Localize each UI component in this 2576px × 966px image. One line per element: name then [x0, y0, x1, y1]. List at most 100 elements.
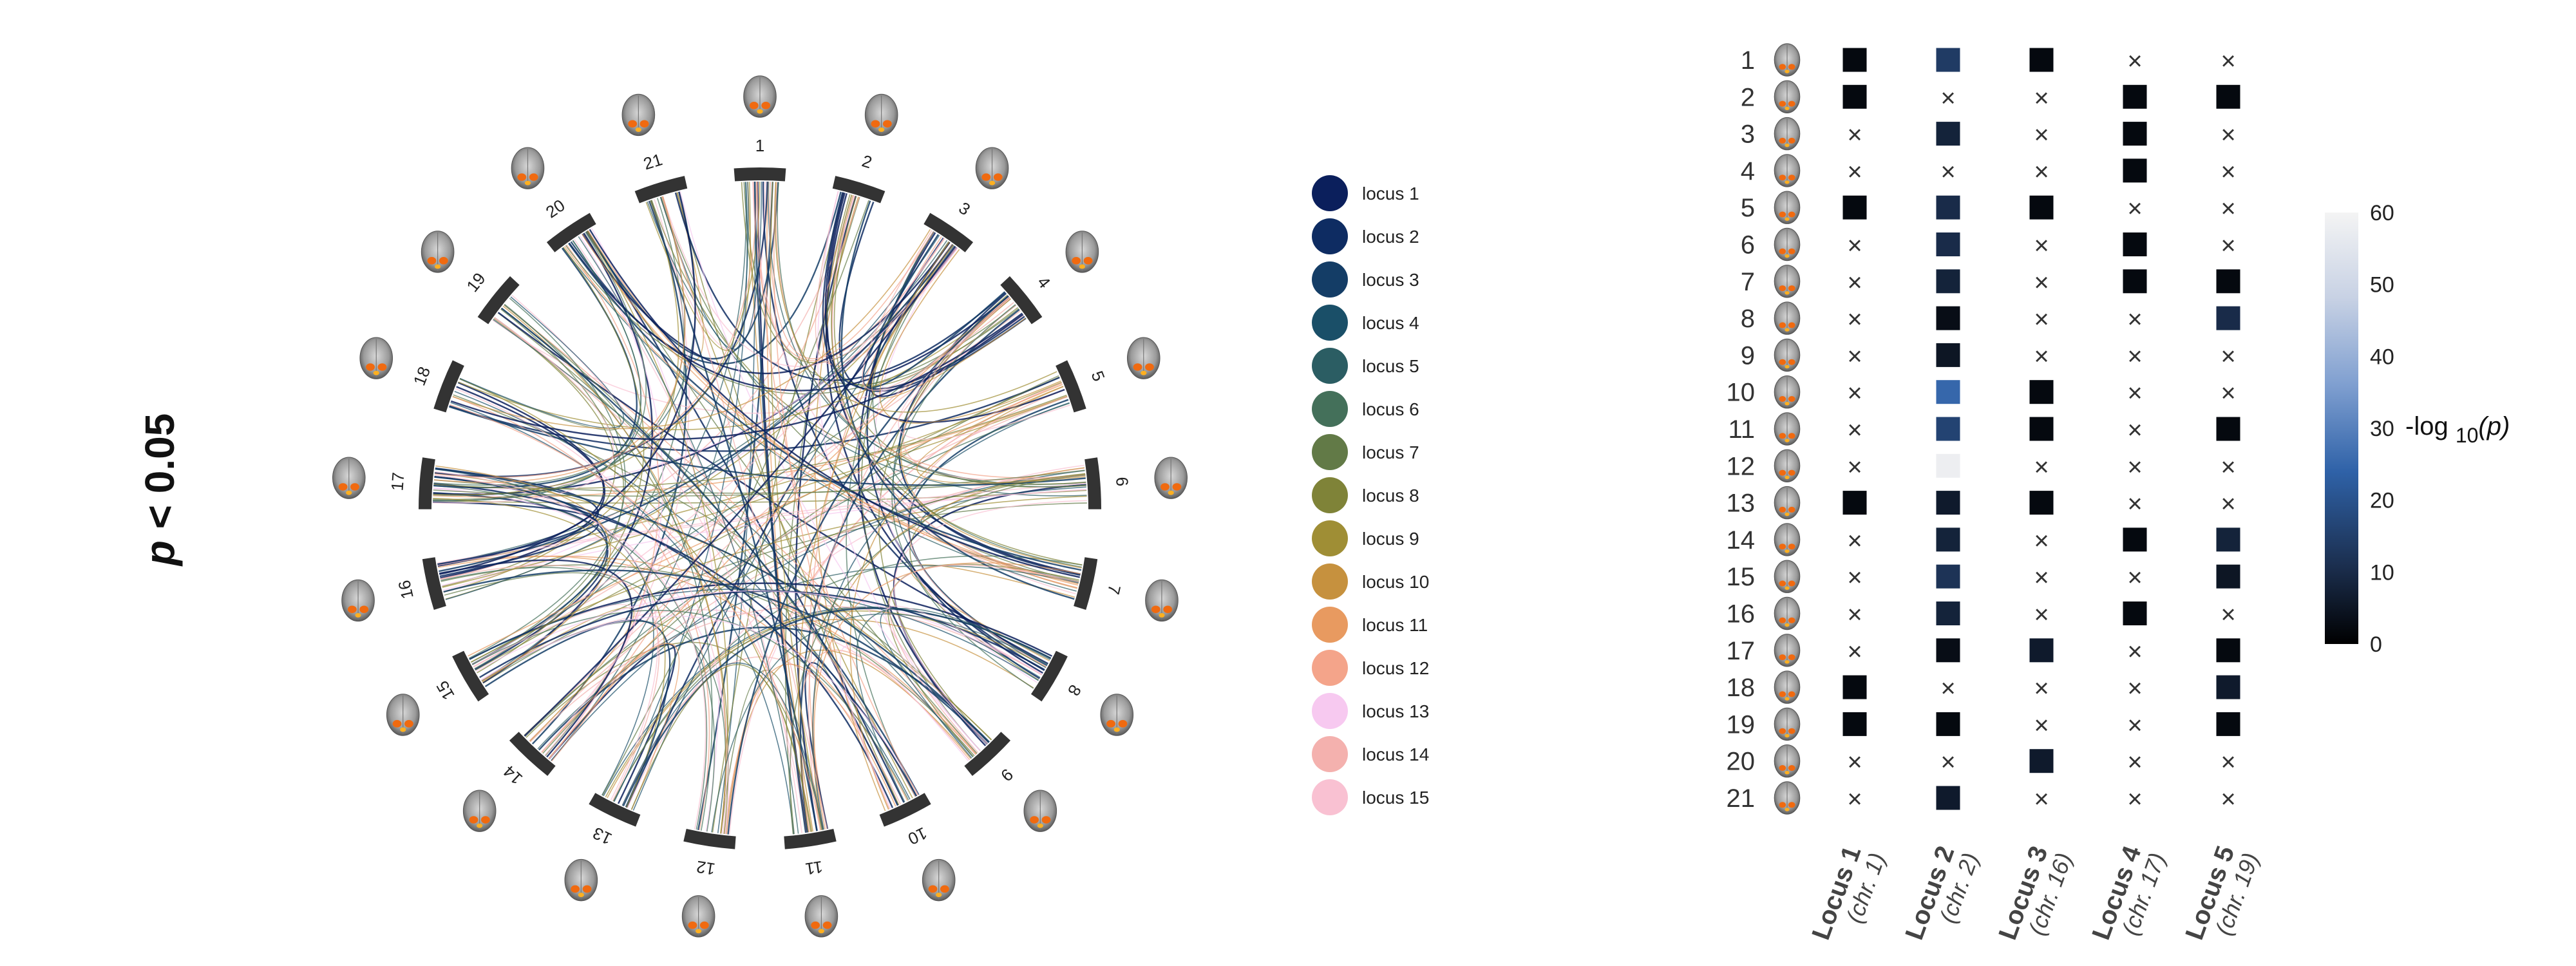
legend-item: locus 13	[1312, 693, 1429, 729]
heatmap-cell	[2216, 84, 2240, 109]
heatmap-missing-marker: ×	[2221, 601, 2235, 629]
heatmap-cell	[2216, 638, 2240, 663]
heatmap-missing-marker: ×	[2221, 47, 2235, 75]
heatmap-missing-marker: ×	[2127, 638, 2142, 666]
chord-arc-8	[1030, 650, 1068, 702]
heatmap-missing-marker: ×	[1940, 748, 1955, 777]
heatmap-missing-marker: ×	[1847, 638, 1862, 666]
chord-link	[775, 182, 1086, 478]
chord-link	[891, 304, 1034, 689]
legend-label: locus 5	[1362, 356, 1419, 376]
brain-thumbnail-icon	[1774, 338, 1801, 372]
heatmap-row-label: 4	[1741, 157, 1755, 185]
heatmap-missing-marker: ×	[2034, 601, 2049, 629]
heatmap-missing-marker: ×	[2221, 158, 2235, 186]
chord-link	[449, 377, 1060, 452]
chord-link	[549, 235, 663, 760]
heatmap-missing-marker: ×	[2221, 342, 2235, 370]
brain-thumbnail-icon	[1154, 457, 1188, 499]
chord-link	[862, 230, 1014, 391]
colorbar-label: -log 10(p)	[2405, 412, 2510, 447]
legend-label: locus 9	[1362, 529, 1419, 549]
chord-arc-1	[734, 167, 786, 182]
legend-item: locus 15	[1312, 779, 1429, 815]
chord-link	[727, 295, 1009, 835]
heatmap-cell	[1936, 48, 1960, 72]
heatmap-row-label: 8	[1741, 305, 1755, 333]
heatmap-missing-marker: ×	[2034, 305, 2049, 334]
heatmap-row-label: 11	[1728, 415, 1755, 444]
heatmap-cell	[2029, 638, 2054, 663]
chord-arcs	[419, 167, 1102, 849]
heatmap-row-label: 19	[1727, 710, 1756, 739]
colorbar-tick: 10	[2370, 560, 2394, 585]
legend-item: locus 8	[1312, 477, 1419, 513]
chord-brain-thumbnails	[332, 75, 1188, 938]
colorbar-tick: 50	[2370, 273, 2394, 298]
heatmap-cells: × × × × × × × × × × × × × × × × × × × × × × × × × × × × × × × × × × × × × × × ×…	[1842, 47, 2240, 813]
chord-link	[885, 605, 1043, 745]
heatmap-cell	[2029, 491, 2054, 515]
chord-link	[434, 475, 706, 829]
brain-thumbnail-icon	[1774, 227, 1801, 261]
chord-link	[439, 191, 696, 575]
heatmap-missing-marker: ×	[2034, 158, 2049, 186]
heatmap-cell	[2123, 269, 2147, 294]
brain-thumbnail-icon	[922, 858, 956, 902]
chord-link	[450, 402, 795, 835]
heatmap-cell	[1936, 232, 1960, 256]
heatmap-cell	[1842, 48, 1867, 72]
chord-arc-label: 2	[860, 151, 875, 172]
chord-arc-12	[683, 829, 736, 849]
chord-arc-label: 14	[499, 762, 526, 789]
heatmap-missing-marker: ×	[1940, 84, 1955, 112]
chord-link	[548, 643, 676, 804]
heatmap-row-label: 7	[1741, 268, 1755, 296]
colorbar-tick: 20	[2370, 489, 2394, 513]
chord-arc-15	[452, 650, 489, 702]
chord-link	[471, 238, 945, 665]
heatmap-missing-marker: ×	[1847, 748, 1862, 777]
heatmap-cell	[1936, 195, 1960, 220]
chord-link	[898, 298, 1071, 440]
colorbar-tick: 60	[2370, 201, 2394, 225]
chord-link	[454, 391, 911, 800]
heatmap-cell	[1842, 84, 1867, 109]
chord-link	[440, 567, 715, 832]
chord-link	[659, 182, 762, 350]
brain-thumbnail-icon	[1065, 231, 1099, 273]
chord-link	[475, 376, 1060, 671]
heatmap-row-label: 5	[1741, 194, 1755, 222]
brain-thumbnail-icon	[1774, 744, 1801, 778]
heatmap-row-label: 10	[1727, 379, 1756, 407]
brain-thumbnail-icon	[341, 579, 375, 622]
brain-thumbnail-icon	[975, 147, 1009, 189]
chord-arc-6	[1084, 457, 1102, 509]
brain-thumbnail-icon	[1774, 375, 1801, 409]
chord-link	[493, 319, 974, 758]
brain-thumbnail-icon	[1774, 80, 1801, 114]
chord-arc-label: 15	[432, 677, 458, 703]
brain-thumbnail-icon	[1774, 265, 1801, 298]
chord-link	[443, 569, 988, 745]
chord-arc-label: 17	[387, 471, 408, 491]
brain-thumbnail-icon	[462, 790, 497, 832]
chord-arc-label: 1	[755, 136, 764, 155]
legend-item: locus 7	[1312, 434, 1419, 470]
brain-thumbnail-icon	[1774, 449, 1801, 482]
chord-arc-3	[923, 213, 974, 252]
colorbar-gradient	[2325, 213, 2358, 644]
heatmap-row-label: 1	[1741, 46, 1755, 75]
heatmap-missing-marker: ×	[1847, 601, 1862, 629]
legend-item: locus 12	[1312, 650, 1429, 686]
brain-thumbnail-icon	[1774, 707, 1801, 741]
heatmap-missing-marker: ×	[1847, 785, 1862, 813]
heatmap-cell	[1936, 306, 1960, 330]
chord-link	[916, 386, 1086, 484]
brain-thumbnail-icon	[1023, 790, 1057, 832]
locus-legend: locus 1 locus 2 locus 3 locus 4 locus 5 locus…	[1312, 175, 1429, 815]
heatmap-cell	[2216, 527, 2240, 552]
chord-link	[824, 192, 1065, 423]
